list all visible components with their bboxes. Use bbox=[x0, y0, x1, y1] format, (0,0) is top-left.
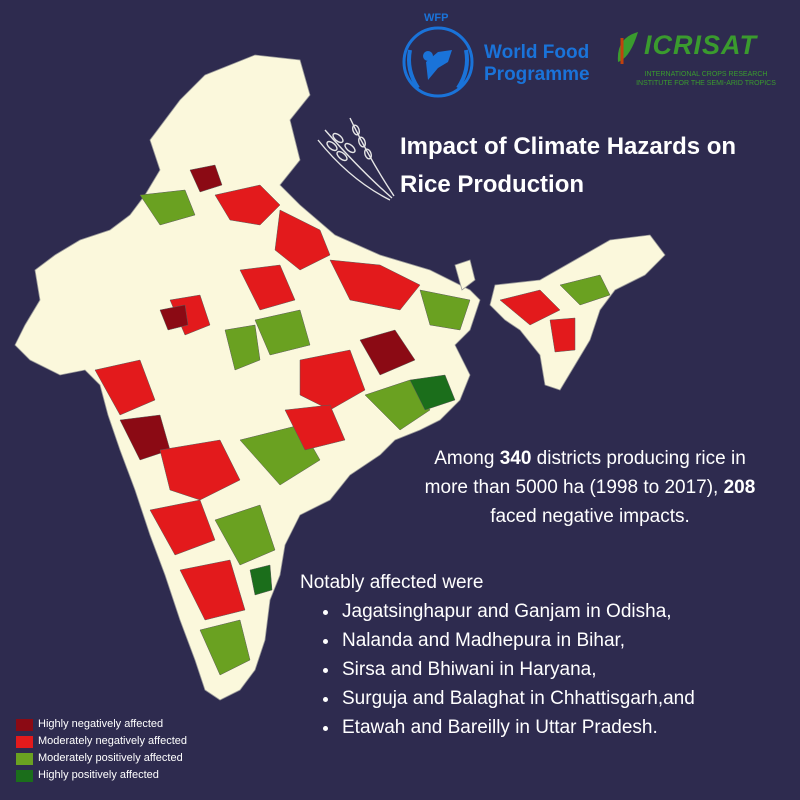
district-region bbox=[214, 504, 276, 566]
icrisat-logo: ICRISAT INTERNATIONAL CROPS RESEARCH INS… bbox=[606, 28, 786, 98]
district-region bbox=[284, 404, 346, 451]
district-region bbox=[189, 164, 223, 193]
wfp-name-line1: World Food bbox=[484, 42, 590, 63]
map-legend: Highly negatively affected Moderately ne… bbox=[16, 716, 276, 784]
map-district-overlays bbox=[94, 164, 611, 676]
legend-label: Moderately positively affected bbox=[38, 752, 183, 764]
district-region bbox=[549, 317, 576, 353]
stat-total-districts: 340 bbox=[499, 448, 532, 469]
wfp-name: World Food Programme bbox=[484, 42, 590, 86]
stat-negative-districts: 208 bbox=[723, 477, 756, 498]
stat-paragraph: Among 340 districts producing rice in mo… bbox=[420, 444, 760, 531]
district-region bbox=[214, 184, 281, 226]
notable-item: Nalanda and Madhepura in Bihar, bbox=[340, 626, 780, 655]
rice-stalk-icon bbox=[317, 117, 395, 201]
stat-post: faced negative impacts. bbox=[490, 506, 690, 527]
district-region bbox=[274, 209, 331, 271]
page-title: Impact of Climate Hazards on Rice Produc… bbox=[400, 128, 790, 204]
district-region bbox=[299, 349, 366, 411]
legend-swatch bbox=[16, 718, 33, 731]
legend-row: Highly positively affected bbox=[16, 767, 276, 784]
title-line1: Impact of Climate Hazards on bbox=[400, 133, 737, 160]
icrisat-name: ICRISAT bbox=[644, 30, 757, 60]
district-region bbox=[254, 309, 311, 356]
stat-pre: Among bbox=[434, 448, 500, 469]
district-region bbox=[199, 619, 251, 676]
stat-mid: districts producing rice in more than 50… bbox=[424, 448, 746, 498]
district-region bbox=[159, 439, 241, 501]
district-region bbox=[559, 274, 611, 306]
wfp-logo: WFP World Food Programme bbox=[398, 12, 598, 98]
district-region bbox=[159, 304, 189, 331]
legend-swatch bbox=[16, 752, 33, 765]
icrisat-subtitle-line2: INSTITUTE FOR THE SEMI-ARID TROPICS bbox=[636, 80, 776, 87]
district-region bbox=[239, 264, 296, 311]
notable-item: Etawah and Bareilly in Uttar Pradesh. bbox=[340, 713, 780, 742]
notable-list: Jagatsinghapur and Ganjam in Odisha, Nal… bbox=[300, 597, 780, 742]
notable-section: Notably affected were Jagatsinghapur and… bbox=[300, 568, 780, 742]
district-region bbox=[94, 359, 156, 416]
legend-row: Moderately negatively affected bbox=[16, 733, 276, 750]
district-region bbox=[149, 499, 216, 556]
legend-swatch bbox=[16, 769, 33, 782]
legend-label: Highly positively affected bbox=[38, 769, 159, 781]
icrisat-leaf-icon bbox=[617, 32, 638, 64]
district-region bbox=[409, 374, 456, 411]
legend-label: Moderately negatively affected bbox=[38, 735, 187, 747]
notable-item: Jagatsinghapur and Ganjam in Odisha, bbox=[340, 597, 780, 626]
notable-item: Sirsa and Bhiwani in Haryana, bbox=[340, 655, 780, 684]
notable-item: Surguja and Balaghat in Chhattisgarh,and bbox=[340, 684, 780, 713]
wheat-wreath-icon bbox=[402, 26, 474, 98]
district-region bbox=[499, 289, 561, 326]
district-region bbox=[419, 289, 471, 331]
district-region bbox=[179, 559, 246, 621]
district-region bbox=[249, 564, 273, 596]
legend-row: Highly negatively affected bbox=[16, 716, 276, 733]
legend-label: Highly negatively affected bbox=[38, 718, 164, 730]
legend-swatch bbox=[16, 735, 33, 748]
title-line2: Rice Production bbox=[400, 171, 585, 198]
icrisat-subtitle-line1: INTERNATIONAL CROPS RESEARCH bbox=[644, 71, 768, 78]
legend-row: Moderately positively affected bbox=[16, 750, 276, 767]
notable-intro: Notably affected were bbox=[300, 572, 484, 593]
sikkim-landmass bbox=[454, 259, 476, 291]
district-region bbox=[139, 189, 196, 226]
district-region bbox=[224, 324, 261, 371]
wfp-abbreviation: WFP bbox=[424, 12, 449, 24]
northeast-landmass bbox=[489, 234, 666, 391]
india-landmass bbox=[14, 54, 481, 701]
icrisat-subtitle: INTERNATIONAL CROPS RESEARCH INSTITUTE F… bbox=[626, 70, 786, 88]
district-region bbox=[329, 259, 421, 311]
wfp-name-line2: Programme bbox=[484, 64, 590, 85]
district-region bbox=[359, 329, 416, 376]
district-region bbox=[364, 379, 431, 431]
